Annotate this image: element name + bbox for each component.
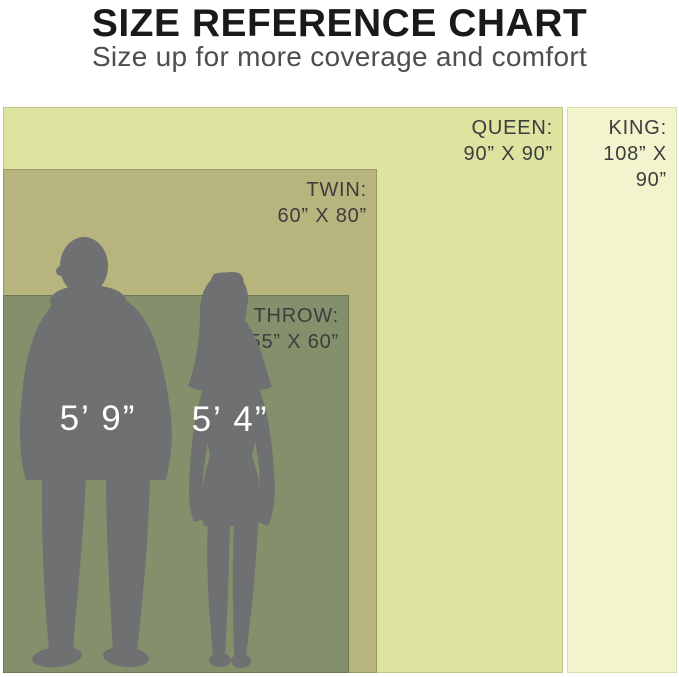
twin-name: TWIN: bbox=[306, 179, 367, 201]
throw-dimensions: 55” X 60” bbox=[249, 331, 339, 353]
throw-size-label: THROW: 55” X 60” bbox=[250, 303, 339, 355]
queen-dimensions: 90” X 90” bbox=[463, 143, 553, 165]
twin-size-label: TWIN: 60” X 80” bbox=[278, 177, 367, 229]
woman-height-label: 5’ 4” bbox=[191, 400, 269, 439]
king-dimensions: 108” X 90” bbox=[603, 143, 667, 191]
king-size-rect: KING: 108” X 90” bbox=[567, 107, 677, 673]
page-title: SIZE REFERENCE CHART bbox=[91, 2, 588, 45]
man-height-label: 5’ 9” bbox=[59, 399, 137, 438]
king-size-label: KING: 108” X 90” bbox=[568, 115, 667, 193]
page-subtitle: Size up for more coverage and comfort bbox=[91, 41, 588, 72]
woman-silhouette bbox=[188, 272, 275, 668]
king-name: KING: bbox=[608, 117, 667, 139]
twin-dimensions: 60” X 80” bbox=[277, 205, 367, 227]
man-silhouette bbox=[19, 237, 172, 668]
queen-name: QUEEN: bbox=[471, 117, 553, 139]
throw-name: THROW: bbox=[253, 305, 339, 327]
queen-size-label: QUEEN: 90” X 90” bbox=[464, 115, 553, 167]
